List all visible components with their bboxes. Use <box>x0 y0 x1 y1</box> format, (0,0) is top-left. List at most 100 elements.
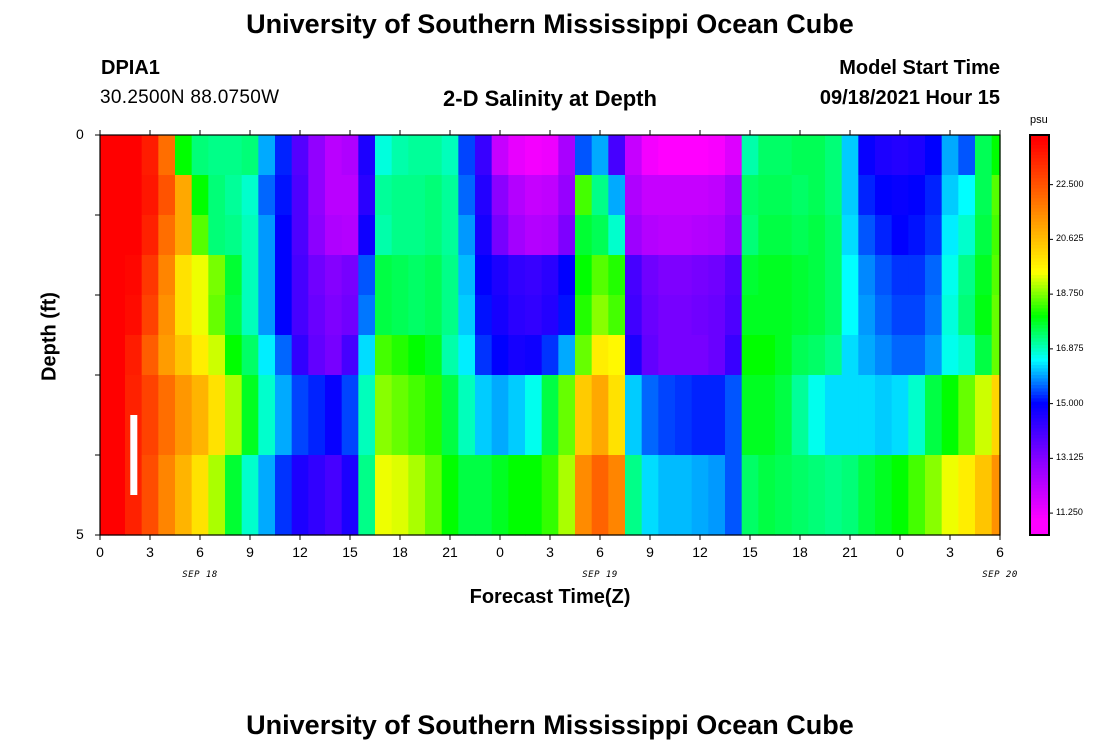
heatmap-cell <box>458 295 476 336</box>
heatmap-cell <box>541 415 559 456</box>
heatmap-cell <box>925 495 943 536</box>
x-tick-label: 0 <box>896 544 904 560</box>
colorbar-swatch <box>1030 305 1049 309</box>
heatmap-cell <box>591 175 609 216</box>
colorbar-swatch <box>1030 461 1049 466</box>
heatmap-cell <box>391 175 409 216</box>
heatmap-cell <box>591 455 609 496</box>
heatmap-cell <box>975 135 993 176</box>
heatmap-cell <box>141 455 159 496</box>
heatmap-cell <box>208 215 226 256</box>
heatmap-cell <box>391 215 409 256</box>
colorbar-swatch <box>1030 425 1049 429</box>
plot-title: 2-D Salinity at Depth <box>443 86 657 111</box>
colorbar-swatch <box>1030 458 1049 463</box>
heatmap-cell <box>291 215 309 256</box>
heatmap-cell <box>908 175 926 216</box>
colorbar-swatch <box>1030 411 1049 416</box>
colorbar-tick-label: 20.625 <box>1056 233 1084 244</box>
heatmap-cell <box>258 255 276 296</box>
colorbar-swatch <box>1030 468 1049 473</box>
colorbar-swatch <box>1030 385 1049 389</box>
heatmap-cell <box>991 495 1001 536</box>
heatmap-cell <box>658 415 676 456</box>
heatmap-cell <box>100 335 109 376</box>
heatmap-cell <box>108 135 126 176</box>
colorbar-swatch <box>1030 431 1049 436</box>
heatmap-cell <box>625 495 643 536</box>
colorbar-swatch <box>1030 478 1049 483</box>
heatmap-cell <box>891 175 909 216</box>
heatmap-cell <box>975 495 993 536</box>
heatmap-cell <box>775 335 793 376</box>
heatmap-cell <box>258 215 276 256</box>
heatmap-cell <box>291 335 309 376</box>
heatmap-cell <box>408 335 426 376</box>
colorbar-swatch <box>1030 435 1049 439</box>
heatmap-cell <box>275 175 293 216</box>
heatmap-cell <box>641 175 659 216</box>
station-id: DPIA1 <box>101 57 160 79</box>
heatmap-cell <box>875 295 893 336</box>
heatmap-cell <box>991 415 1001 456</box>
heatmap-cell <box>108 175 126 216</box>
heatmap-cell <box>391 455 409 496</box>
heatmap-cell <box>208 175 226 216</box>
colorbar-swatch <box>1030 365 1049 369</box>
heatmap-cell <box>291 375 309 416</box>
heatmap-cell <box>100 135 109 176</box>
heatmap-cell <box>391 335 409 376</box>
heatmap-cell <box>708 215 726 256</box>
colorbar-swatch <box>1030 291 1049 296</box>
colorbar-swatch <box>1030 338 1049 343</box>
heatmap-cell <box>991 255 1001 296</box>
heatmap-cell <box>441 175 459 216</box>
heatmap-cell <box>991 375 1001 416</box>
heatmap-cell <box>100 215 109 256</box>
colorbar-frame <box>1029 134 1050 536</box>
heatmap-cell <box>825 295 843 336</box>
heatmap-cell <box>941 135 959 176</box>
heatmap-cell <box>425 415 443 456</box>
heatmap-cell <box>241 375 259 416</box>
heatmap-cell <box>258 375 276 416</box>
y-axis-ticks <box>95 134 100 536</box>
heatmap-cell <box>208 455 226 496</box>
heatmap-cell <box>441 215 459 256</box>
heatmap-cell <box>408 375 426 416</box>
heatmap-cell <box>225 135 243 176</box>
heatmap-cell <box>858 335 876 376</box>
colorbar-swatch <box>1030 335 1049 339</box>
heatmap-cells <box>100 135 1001 536</box>
heatmap-cell <box>475 135 493 176</box>
x-tick-label: 21 <box>442 544 458 560</box>
heatmap-cell <box>308 455 326 496</box>
colorbar-swatch <box>1030 151 1049 156</box>
heatmap-cell <box>408 215 426 256</box>
heatmap-cell <box>508 215 526 256</box>
heatmap-cell <box>758 495 776 536</box>
heatmap-cell <box>575 175 593 216</box>
heatmap-cell <box>941 255 959 296</box>
heatmap-cell <box>875 495 893 536</box>
heatmap-cell <box>641 495 659 536</box>
heatmap-cell <box>575 415 593 456</box>
heatmap-cell <box>325 335 343 376</box>
heatmap-cell <box>725 295 743 336</box>
colorbar-swatch <box>1030 328 1049 333</box>
heatmap-cell <box>858 175 876 216</box>
heatmap-cell <box>608 175 626 216</box>
x-axis-ticks <box>99 130 1001 540</box>
heatmap-cell <box>775 495 793 536</box>
heatmap-cell <box>575 495 593 536</box>
heatmap-cell <box>625 455 643 496</box>
heatmap-cell <box>825 215 843 256</box>
colorbar-swatch <box>1030 221 1049 226</box>
heatmap-cell <box>225 335 243 376</box>
heatmap-cell <box>658 215 676 256</box>
heatmap-cell <box>375 375 393 416</box>
colorbar-swatch <box>1030 278 1049 283</box>
colorbar-swatch <box>1030 351 1049 356</box>
heatmap-cell <box>925 415 943 456</box>
colorbar-swatch <box>1030 288 1049 293</box>
